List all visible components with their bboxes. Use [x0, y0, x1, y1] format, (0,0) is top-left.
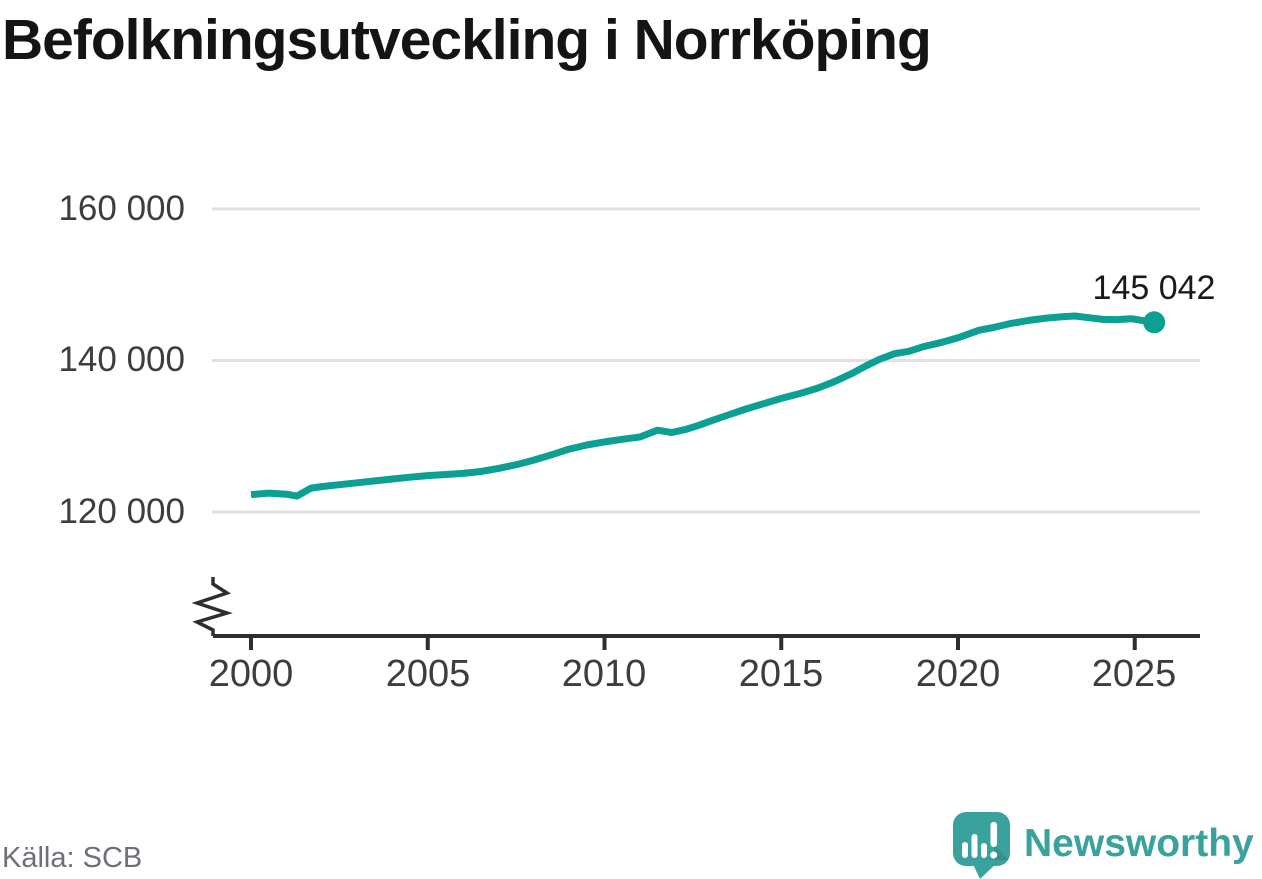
logo-bar-2: [971, 834, 978, 858]
axis-break-icon: [191, 577, 233, 636]
x-axis-label-2020: 2020: [915, 653, 1001, 695]
logo-shadow: [994, 845, 1009, 860]
x-axis-label-2025: 2025: [1091, 653, 1177, 695]
y-axis-label-140000: 140 000: [58, 340, 185, 379]
y-axis-label-160000: 160 000: [58, 189, 185, 228]
y-axis-label-120000: 120 000: [58, 492, 185, 531]
logo-exclamation-stem: [990, 822, 997, 847]
population-line: [250, 312, 1155, 500]
brand-name: Newsworthy: [1024, 822, 1254, 865]
x-axis-label-2010: 2010: [561, 653, 647, 695]
x-axis-label-2015: 2015: [738, 653, 824, 695]
x-axis-label-2005: 2005: [385, 653, 471, 695]
logo-exclamation-dot: [990, 851, 998, 859]
logo-bar-1: [962, 842, 968, 858]
x-axis-label-2000: 2000: [208, 653, 294, 695]
logo-bubble-tail: [971, 860, 1000, 879]
chart-title: Befolkningsutveckling i Norrköping: [2, 8, 932, 72]
newsworthy-logo-icon: [953, 812, 1010, 879]
end-value-label: 145 042: [1092, 269, 1216, 307]
end-point-marker: [1143, 311, 1166, 334]
logo-bar-3: [981, 843, 987, 858]
source-note: Källa: SCB: [2, 842, 143, 874]
